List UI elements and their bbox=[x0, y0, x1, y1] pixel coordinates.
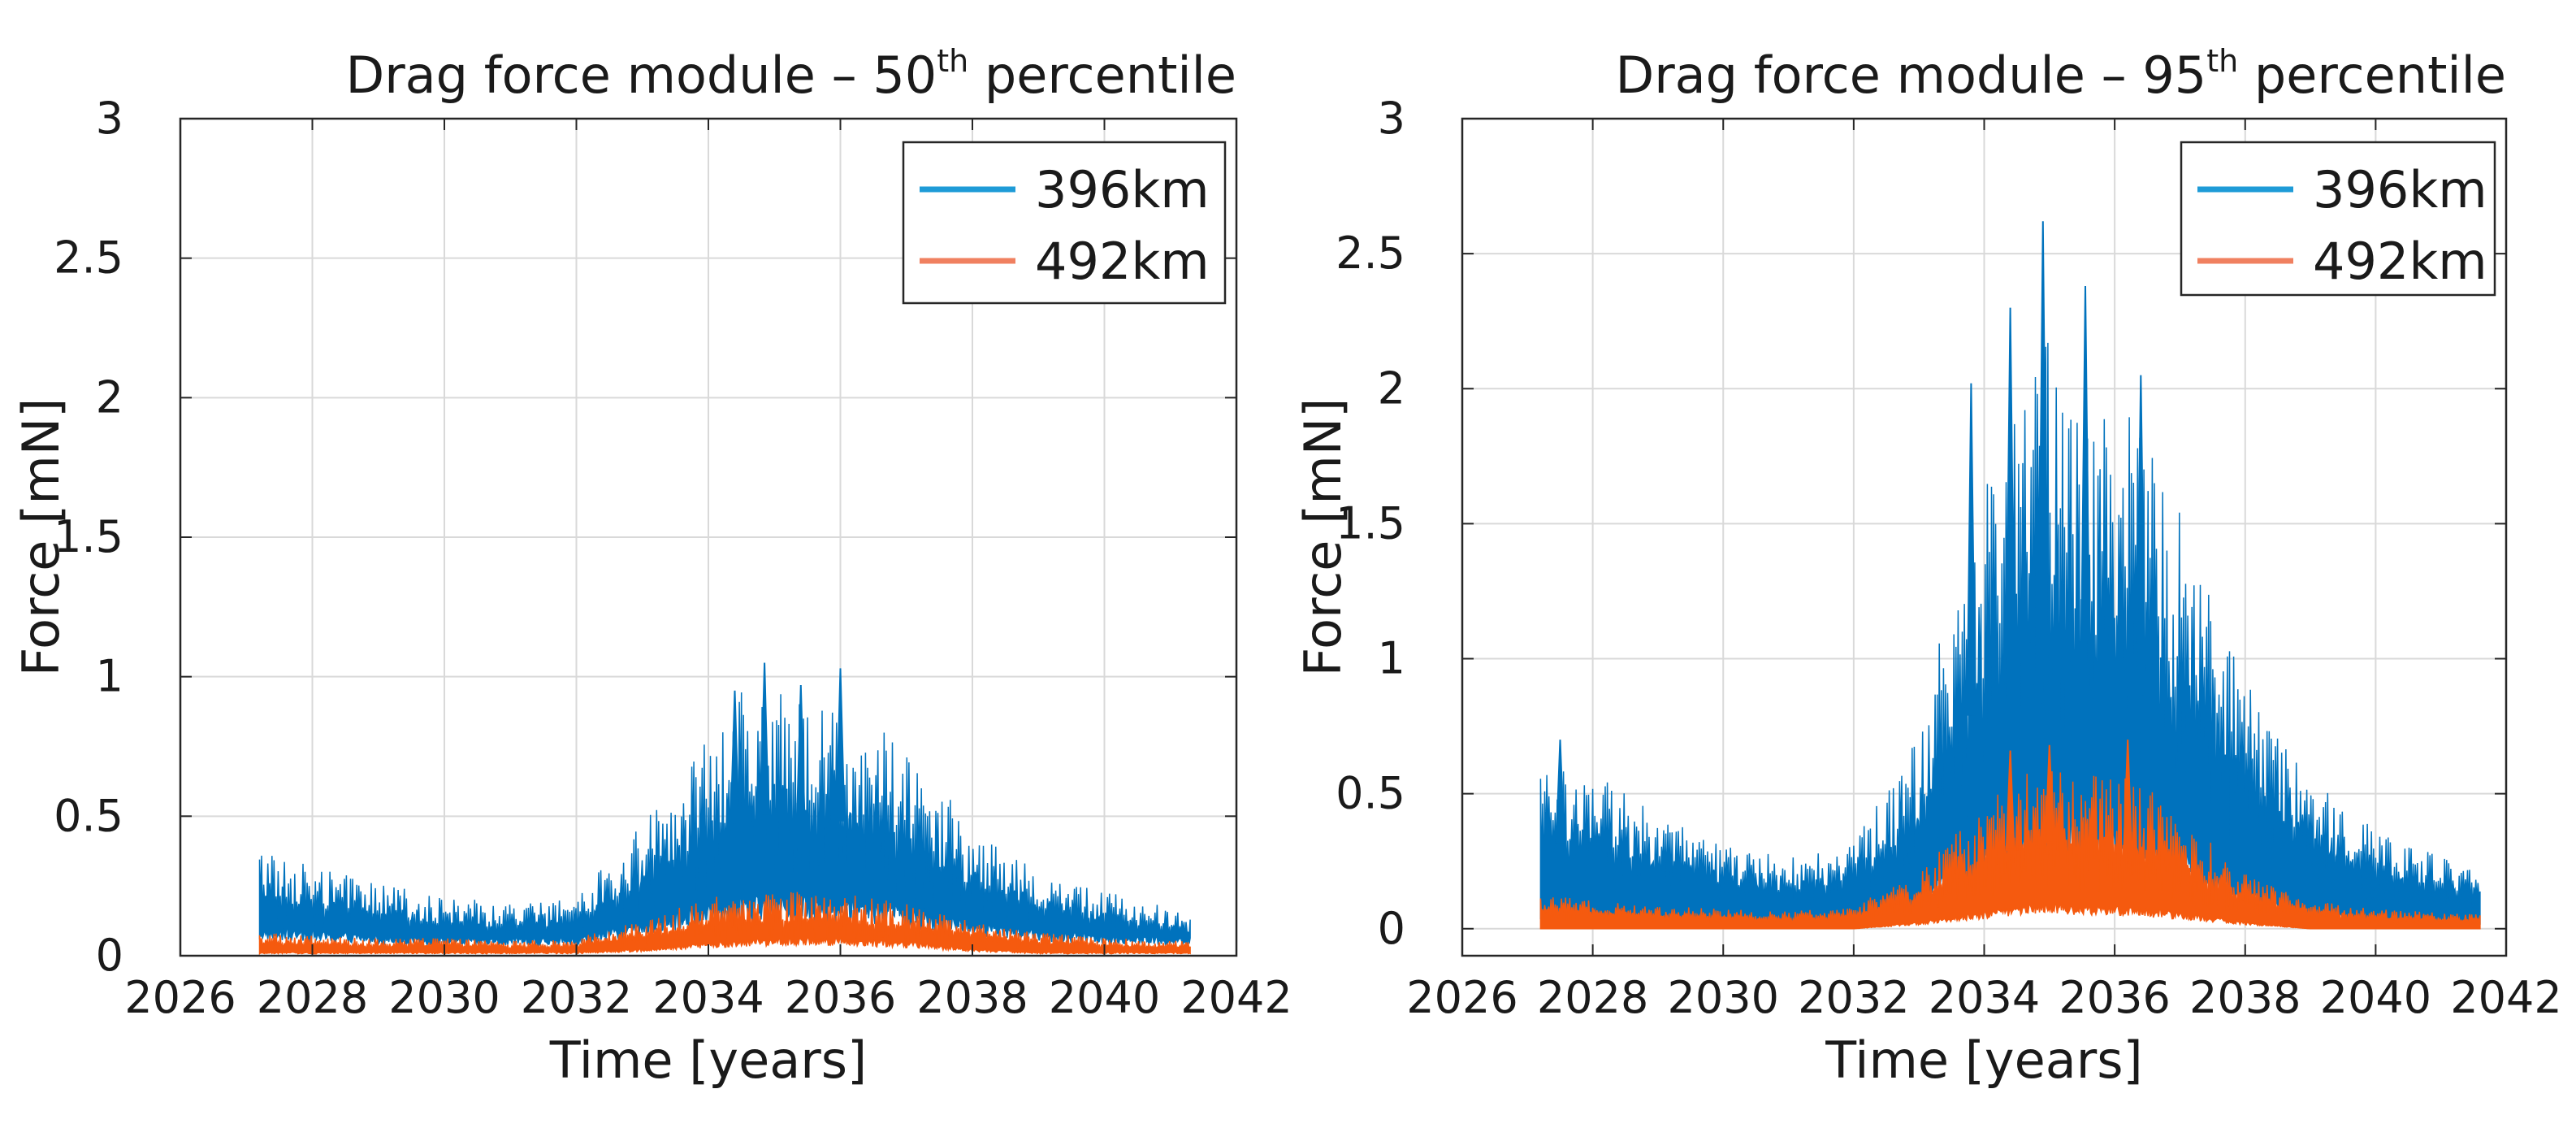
y-tick-label: 0.5 bbox=[1336, 768, 1405, 819]
y-tick-label: 3 bbox=[1378, 93, 1405, 144]
x-axis-label: Time [years] bbox=[1825, 1030, 2142, 1090]
series-peak-396km bbox=[760, 662, 769, 817]
x-tick-label: 2032 bbox=[521, 972, 632, 1023]
x-tick-label: 2040 bbox=[1049, 972, 1160, 1023]
x-tick-label: 2036 bbox=[785, 972, 896, 1023]
y-tick-label: 1 bbox=[1378, 633, 1405, 684]
legend-label-396km: 396km bbox=[2313, 160, 2487, 219]
chart-title-superscript: th bbox=[937, 43, 968, 79]
legend-box bbox=[2180, 141, 2496, 297]
series-peak-396km bbox=[2080, 285, 2090, 641]
y-tick-label: 0 bbox=[1378, 903, 1405, 954]
chart-title: Drag force module – 50th percentile bbox=[345, 43, 1236, 105]
series-peak-492km bbox=[2044, 744, 2054, 844]
chart-50th-percentile: 2026 2028 2030 2032 2034 2036 2038 2040 2042 0 0.5… bbox=[11, 43, 1292, 1090]
legend: 396km 492km bbox=[902, 141, 1227, 305]
legend-label-492km: 492km bbox=[2313, 232, 2487, 291]
series-peak-396km bbox=[795, 684, 806, 824]
x-tick-label: 2042 bbox=[2450, 972, 2561, 1023]
x-tick-label: 2036 bbox=[2059, 972, 2170, 1023]
legend-label-492km: 492km bbox=[1035, 232, 1210, 291]
x-tick-label: 2038 bbox=[2189, 972, 2301, 1023]
y-tick-label: 0.5 bbox=[54, 790, 123, 841]
series-peak-396km bbox=[1555, 740, 1565, 844]
y-axis-label: Force [mN] bbox=[11, 398, 71, 677]
x-tick-label: 2040 bbox=[2320, 972, 2431, 1023]
x-tick-label: 2028 bbox=[1537, 972, 1648, 1023]
x-tick-label: 2032 bbox=[1798, 972, 1909, 1023]
y-tick-label: 2.5 bbox=[1336, 228, 1405, 279]
chart-title-main: Drag force module – 95 bbox=[1615, 46, 2206, 105]
series-peak-396km bbox=[2136, 375, 2146, 671]
y-tick-label: 1.5 bbox=[1336, 497, 1405, 549]
chart-95th-percentile: 2026 2028 2030 2032 2034 2036 2038 2040 2042 0 0.5… bbox=[1293, 43, 2562, 1090]
x-tick-label: 2034 bbox=[652, 972, 764, 1023]
x-tick-label: 2030 bbox=[1668, 972, 1779, 1023]
series-peak-492km bbox=[2123, 740, 2133, 851]
series-area-492km bbox=[258, 892, 1191, 956]
x-axis-label: Time [years] bbox=[549, 1030, 867, 1090]
series-peak-396km bbox=[730, 690, 740, 823]
legend-box bbox=[902, 141, 1227, 305]
series-peak-396km bbox=[835, 668, 846, 822]
series-peak-396km bbox=[2005, 307, 2015, 657]
chart-title-suffix: percentile bbox=[2238, 46, 2506, 105]
series-peak-396km bbox=[2037, 221, 2048, 624]
x-tick-label: 2034 bbox=[1929, 972, 2040, 1023]
legend-label-396km: 396km bbox=[1035, 160, 1210, 219]
chart-title-superscript: th bbox=[2206, 43, 2238, 79]
chart-title: Drag force module – 95th percentile bbox=[1615, 43, 2506, 105]
y-axis-label: Force [mN] bbox=[1293, 398, 1353, 677]
x-tick-label: 2026 bbox=[124, 972, 236, 1023]
y-tick-label: 2.5 bbox=[54, 232, 123, 284]
y-tick-label: 0 bbox=[96, 930, 123, 981]
y-tick-label: 3 bbox=[96, 93, 123, 144]
chart-title-suffix: percentile bbox=[968, 46, 1236, 105]
x-tick-label: 2038 bbox=[916, 972, 1028, 1023]
y-tick-label: 1.5 bbox=[54, 511, 123, 562]
chart-title-main: Drag force module – 50 bbox=[345, 46, 937, 105]
y-tick-label: 2 bbox=[1378, 362, 1405, 414]
x-tick-label: 2042 bbox=[1180, 972, 1292, 1023]
y-tick-label: 1 bbox=[96, 651, 123, 702]
x-tick-label: 2030 bbox=[388, 972, 500, 1023]
legend: 396km 492km bbox=[2180, 141, 2496, 297]
x-tick-label: 2028 bbox=[257, 972, 368, 1023]
series-peak-396km bbox=[1966, 383, 1976, 716]
y-tick-label: 2 bbox=[96, 371, 123, 423]
series-peak-492km bbox=[2005, 750, 2015, 851]
series-area-396km bbox=[258, 692, 1191, 948]
x-tick-label: 2026 bbox=[1406, 972, 1517, 1023]
